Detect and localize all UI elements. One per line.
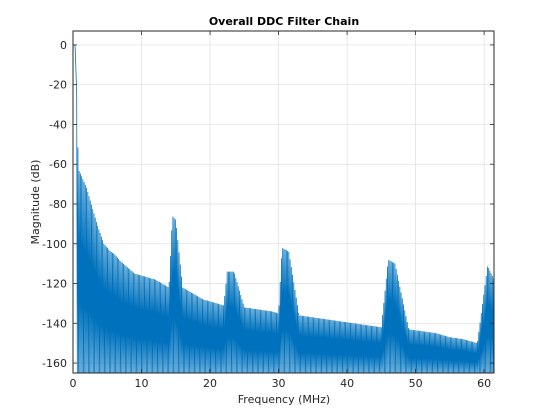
x-tick-label: 20	[203, 377, 217, 390]
y-tick-label: -100	[42, 238, 67, 251]
x-tick-label: 30	[272, 377, 286, 390]
y-tick-label: -40	[49, 118, 67, 131]
ticks: 0 10 20 30 40 50 60 0 -20 -40 -60 -80 -100 -120 -140 -1…	[42, 31, 494, 390]
y-tick-label: -20	[49, 79, 67, 92]
y-tick-label: -60	[49, 158, 67, 171]
y-tick-label: 0	[60, 39, 67, 52]
y-tick-label: -120	[42, 278, 67, 291]
x-tick-label: 60	[477, 377, 491, 390]
y-tick-label: -140	[42, 317, 67, 330]
y-tick-label: -80	[49, 198, 67, 211]
chart-title: Overall DDC Filter Chain	[209, 15, 359, 28]
x-tick-label: 0	[70, 377, 77, 390]
x-tick-label: 50	[409, 377, 423, 390]
x-axis-label: Frequency (MHz)	[238, 393, 330, 406]
data-layer	[73, 44, 495, 374]
x-tick-label: 10	[135, 377, 149, 390]
magnitude-response-line	[73, 44, 495, 374]
y-axis-label: Magnitude (dB)	[29, 160, 42, 245]
y-tick-label: -160	[42, 357, 67, 370]
x-tick-label: 40	[340, 377, 354, 390]
axes-box	[72, 30, 495, 374]
